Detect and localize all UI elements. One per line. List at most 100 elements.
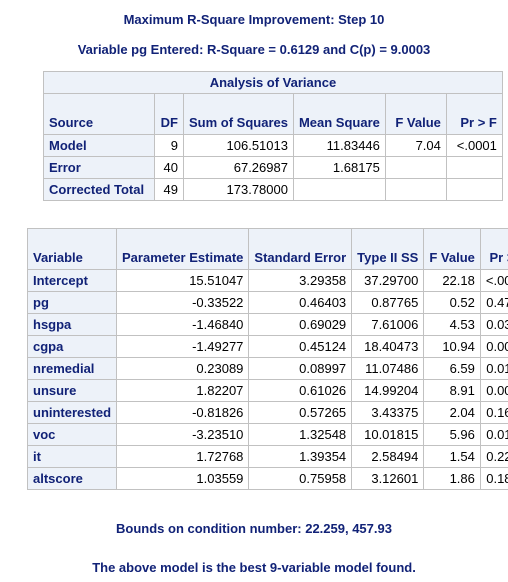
params-cell-f: 1.86 — [423, 467, 481, 490]
params-cell-var: voc — [26, 423, 118, 446]
params-cell-se: 0.46403 — [248, 291, 353, 314]
anova-cell-df: 40 — [154, 156, 184, 179]
params-cell-var: it — [26, 445, 118, 468]
params-cell-se: 0.61026 — [248, 379, 353, 402]
anova-table: Analysis of Variance Source DF Sum of Sq… — [43, 71, 503, 201]
params-cell-ss: 3.43375 — [351, 401, 425, 424]
params-cell-se: 0.45124 — [248, 335, 353, 358]
anova-cell-f — [384, 178, 447, 201]
params-cell-est: -1.49277 — [116, 335, 250, 358]
anova-cell-source: Corrected Total — [43, 178, 155, 201]
params-cell-p: 0.1804 — [479, 467, 508, 490]
params-cell-se: 1.39354 — [248, 445, 353, 468]
params-cell-p: <.0001 — [479, 269, 508, 292]
params-cell-ss: 10.01815 — [351, 423, 425, 446]
params-cell-est: 1.03559 — [116, 467, 250, 490]
anova-cell-f: 7.04 — [384, 134, 447, 157]
params-cell-se: 1.32548 — [248, 423, 353, 446]
params-cell-est: -0.33522 — [116, 291, 250, 314]
params-header-se: Standard Error — [248, 228, 353, 270]
anova-header-f: F Value — [384, 93, 447, 135]
page-title: Maximum R-Square Improvement: Step 10 — [123, 12, 385, 27]
params-cell-f: 2.04 — [423, 401, 481, 424]
anova-cell-ms: 11.83446 — [292, 134, 386, 157]
params-cell-var: pg — [26, 291, 118, 314]
params-cell-est: -0.81826 — [116, 401, 250, 424]
anova-header-df: DF — [154, 93, 184, 135]
params-cell-se: 0.69029 — [248, 313, 353, 336]
params-cell-se: 3.29358 — [248, 269, 353, 292]
anova-cell-df: 9 — [154, 134, 184, 157]
params-cell-f: 0.52 — [423, 291, 481, 314]
params-cell-est: 1.82207 — [116, 379, 250, 402]
params-cell-var: cgpa — [26, 335, 118, 358]
params-cell-p: 0.1608 — [479, 401, 508, 424]
params-cell-est: 1.72768 — [116, 445, 250, 468]
params-cell-var: hsgpa — [26, 313, 118, 336]
params-header-p: Pr > F — [479, 228, 508, 270]
params-cell-f: 8.91 — [423, 379, 481, 402]
params-header-estimate: Parameter Estimate — [116, 228, 250, 270]
table-row: Intercept 15.51047 3.29358 37.29700 22.18 <.0… — [26, 269, 508, 292]
table-row: nremedial0.230890.0899711.074866.590.014… — [26, 357, 508, 380]
params-cell-f: 1.54 — [423, 445, 481, 468]
anova-cell-ss: 173.78000 — [183, 178, 294, 201]
table-row: Corrected Total 49 173.78000 — [43, 178, 503, 201]
params-cell-se: 0.75958 — [248, 467, 353, 490]
params-cell-est: -1.46840 — [116, 313, 250, 336]
params-cell-se: 0.57265 — [248, 401, 353, 424]
anova-cell-source: Error — [43, 156, 155, 179]
table-row: Error 40 67.26987 1.68175 — [43, 156, 503, 179]
params-cell-ss: 37.29700 — [351, 269, 425, 292]
params-cell-ss: 18.40473 — [351, 335, 425, 358]
anova-cell-p — [445, 178, 503, 201]
params-cell-est: 15.51047 — [116, 269, 250, 292]
params-cell-f: 4.53 — [423, 313, 481, 336]
params-cell-f: 22.18 — [423, 269, 481, 292]
table-row: uninterested -0.81826 0.57265 3.43375 2.04 0.… — [26, 401, 508, 424]
params-cell-ss: 3.12601 — [351, 467, 425, 490]
params-cell-f: 5.96 — [423, 423, 481, 446]
step-summary: Variable pg Entered: R-Square = 0.6129 a… — [77, 42, 431, 57]
params-cell-var: nremedial — [26, 357, 118, 380]
params-cell-ss: 7.61006 — [351, 313, 425, 336]
params-cell-f: 10.94 — [423, 335, 481, 358]
anova-cell-ss: 67.26987 — [183, 156, 294, 179]
params-cell-ss: 14.99204 — [351, 379, 425, 402]
model-summary-note: The above model is the best 9-variable m… — [92, 560, 416, 575]
params-cell-p: 0.0020 — [479, 335, 508, 358]
condition-bounds: Bounds on condition number: 22.259, 457.… — [116, 521, 392, 536]
params-cell-se: 0.08997 — [248, 357, 353, 380]
anova-header-p: Pr > F — [445, 93, 503, 135]
params-cell-var: unsure — [26, 379, 118, 402]
params-cell-f: 6.59 — [423, 357, 481, 380]
anova-cell-ms — [292, 178, 386, 201]
params-cell-ss: 0.87765 — [351, 291, 425, 314]
anova-cell-df: 49 — [154, 178, 184, 201]
params-cell-var: altscore — [26, 467, 118, 490]
anova-header-ss: Sum of Squares — [183, 93, 294, 135]
anova-header-source: Source — [43, 93, 155, 135]
anova-cell-ms: 1.68175 — [292, 156, 386, 179]
params-cell-p: 0.2223 — [479, 445, 508, 468]
params-header-ss: Type II SS — [351, 228, 425, 270]
params-cell-est: 0.23089 — [116, 357, 250, 380]
anova-caption: Analysis of Variance — [43, 71, 503, 94]
anova-cell-p — [445, 156, 503, 179]
anova-header-ms: Mean Square — [292, 93, 386, 135]
anova-cell-p: <.0001 — [445, 134, 503, 157]
params-cell-p: 0.0048 — [479, 379, 508, 402]
params-header-variable: Variable — [26, 228, 118, 270]
table-row: Model 9 106.51013 11.83446 7.04 <.0001 — [43, 134, 503, 157]
params-cell-p: 0.0396 — [479, 313, 508, 336]
anova-cell-f — [384, 156, 447, 179]
parameter-estimates-table: Variable Parameter Estimate Standard Err… — [26, 228, 508, 490]
params-cell-est: -3.23510 — [116, 423, 250, 446]
params-cell-p: 0.4742 — [479, 291, 508, 314]
